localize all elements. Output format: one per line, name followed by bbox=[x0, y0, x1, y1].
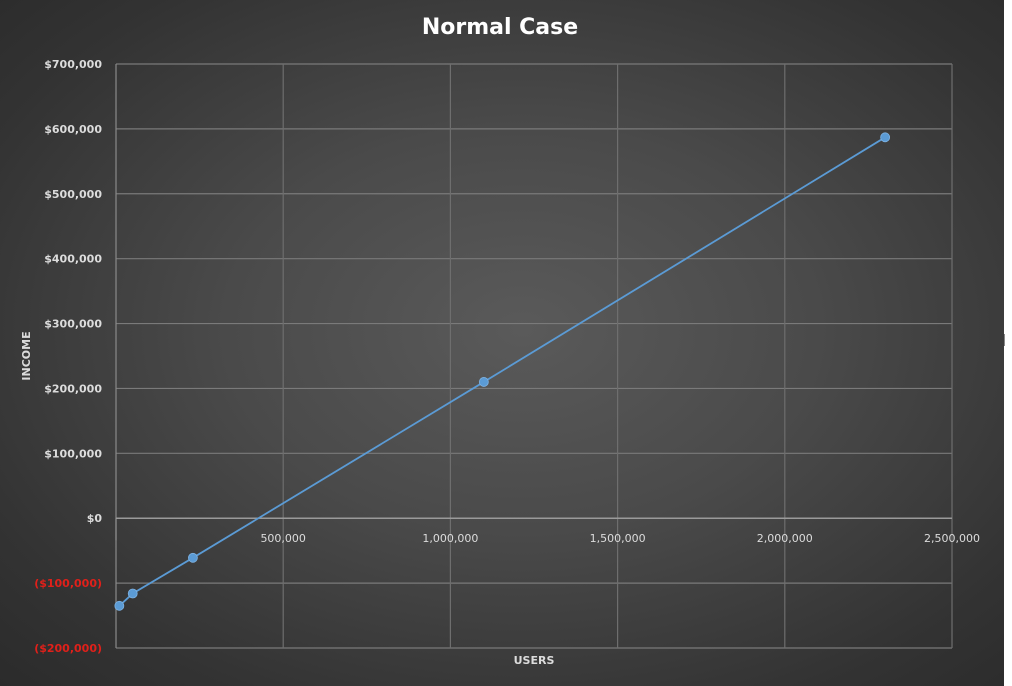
y-tick-label: $200,000 bbox=[44, 382, 102, 395]
data-point bbox=[880, 132, 891, 143]
y-tick-label: $400,000 bbox=[44, 253, 102, 266]
y-axis-label: INCOME bbox=[20, 331, 33, 380]
series-layer bbox=[114, 132, 891, 611]
x-tick-label: 500,000 bbox=[260, 532, 306, 545]
x-axis-tick-labels: 500,000 1,000,000 1,500,000 2,000,000 2,500,… bbox=[260, 532, 980, 545]
y-tick-label: $600,000 bbox=[44, 123, 102, 136]
y-tick-label: $700,000 bbox=[44, 58, 102, 71]
x-tick-label: 1,500,000 bbox=[590, 532, 646, 545]
x-tick-label: 1,000,000 bbox=[422, 532, 478, 545]
gridlines bbox=[116, 63, 953, 649]
y-tick-label: $100,000 bbox=[44, 447, 102, 460]
x-axis-label: USERS bbox=[514, 654, 555, 667]
x-tick-label: 2,000,000 bbox=[757, 532, 813, 545]
y-axis-tick-labels: $700,000 $600,000 $500,000 $400,000 $300,000… bbox=[34, 58, 102, 655]
chart-title: Normal Case bbox=[422, 15, 578, 40]
y-tick-label: $0 bbox=[87, 512, 103, 525]
y-tick-label: ($200,000) bbox=[34, 642, 102, 655]
y-tick-label: $300,000 bbox=[44, 318, 102, 331]
data-point bbox=[478, 377, 489, 387]
data-point bbox=[127, 588, 138, 599]
data-point bbox=[114, 600, 125, 611]
y-tick-label: $500,000 bbox=[44, 188, 102, 201]
y-tick-label: ($100,000) bbox=[34, 577, 102, 590]
window-edge-marker bbox=[1004, 334, 1012, 346]
x-tick-label: 2,500,000 bbox=[924, 532, 980, 545]
data-point bbox=[188, 552, 198, 563]
axes bbox=[115, 64, 952, 648]
